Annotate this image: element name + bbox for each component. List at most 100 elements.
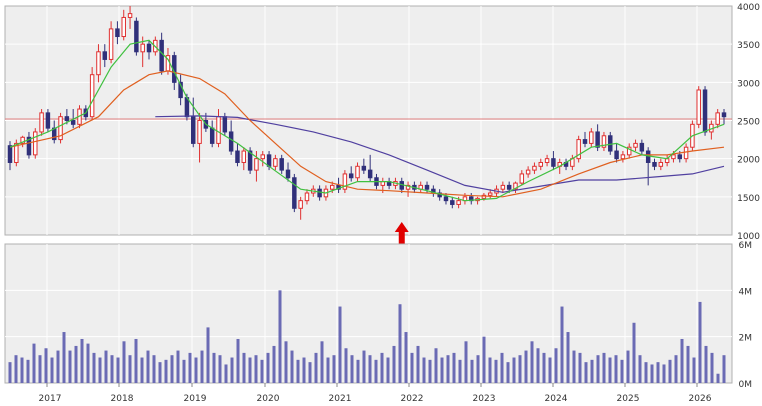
volume-bar [608,357,612,383]
price-tick-label: 2000 [737,156,760,166]
x-tick-label: 2019 [184,394,207,404]
candle-up [519,173,525,184]
volume-bar [20,357,24,383]
volume-bar [176,350,180,383]
volume-bar [194,357,198,383]
volume-bar [158,362,162,383]
candle-up [589,131,594,144]
candle-down [285,169,291,179]
volume-bar [632,322,636,383]
candle-down [443,196,449,202]
volume-bar [308,362,312,383]
x-tick-label: 2026 [689,394,712,404]
volume-bar [680,338,684,383]
volume-bar [284,341,288,383]
candle-down [614,150,619,160]
candle-up [601,135,607,148]
volume-bar [422,357,426,383]
candle-up [89,74,95,118]
candle-up [304,192,310,202]
volume-bar [134,338,138,383]
volume-y-axis: 0M 2M 4M 6M [739,241,753,390]
volume-bar [662,364,666,383]
candle-down [134,20,139,53]
candle-up [513,182,518,190]
x-tick-label: 2022 [401,394,424,404]
volume-bar [200,350,204,383]
candle-up [715,112,720,125]
candle-down [367,169,373,179]
volume-bar [524,350,528,383]
volume-bar [56,350,60,383]
volume-bar [590,359,594,383]
volume-bar [104,350,108,383]
volume-bar [644,362,648,383]
volume-bar [272,345,276,383]
volume-bar [470,359,474,383]
candle-up [576,139,581,160]
volume-bar [452,352,456,383]
price-tick-label: 3000 [737,79,760,89]
candle-down [146,43,152,53]
candle-up [121,16,126,38]
candle-down [184,97,190,118]
volume-bar [518,355,522,383]
volume-bar [410,352,414,383]
candle-down [115,28,120,38]
volume-bar [182,359,186,383]
candle-down [361,165,367,171]
volume-bar [674,355,678,383]
volume-bar [476,355,480,383]
volume-bar [290,350,294,383]
candle-down [70,120,76,125]
volume-bar [332,355,336,383]
volume-bar [692,357,696,383]
candle-up [544,158,550,163]
volume-bar [62,332,66,383]
candle-down [235,150,240,163]
candle-up [620,154,626,160]
candle-down [348,173,354,179]
volume-bar [80,338,84,383]
volume-bar [164,359,168,383]
x-tick-label: 2025 [617,394,640,404]
volume-bar [566,332,570,383]
volume-bar [128,355,132,383]
volume-bar [416,345,420,383]
candle-down [450,200,455,205]
volume-bar [710,352,714,383]
candle-down [222,116,228,133]
volume-bar [458,359,462,383]
volume-bar [374,359,378,383]
volume-bar [98,357,102,383]
candle-up [58,116,63,141]
candle-down [191,116,196,144]
volume-bar [170,355,174,383]
candle-up [626,146,632,156]
candle-down [266,154,272,167]
volume-bar [278,290,282,383]
volume-bar [344,348,348,383]
volume-bar [704,345,708,383]
volume-bar [38,355,42,383]
volume-bar [716,373,720,383]
volume-bar [506,362,510,383]
volume-bar [254,355,258,383]
candle-up [525,169,531,175]
candle-up [456,200,461,205]
volume-bar [554,348,558,383]
volume-bar [434,348,438,383]
candle-up [487,192,493,196]
volume-bar [560,306,564,383]
x-tick-label: 2024 [545,394,568,404]
moving-average-mid [9,70,725,198]
volume-bar [362,350,366,383]
candle-down [292,177,297,209]
candle-up [330,184,335,190]
volume-bar [206,327,210,383]
candle-up [254,158,259,171]
volume-bar [242,352,246,383]
moving-average-short [9,39,725,202]
candle-down [279,158,284,171]
price-tick-label: 3500 [737,41,760,51]
